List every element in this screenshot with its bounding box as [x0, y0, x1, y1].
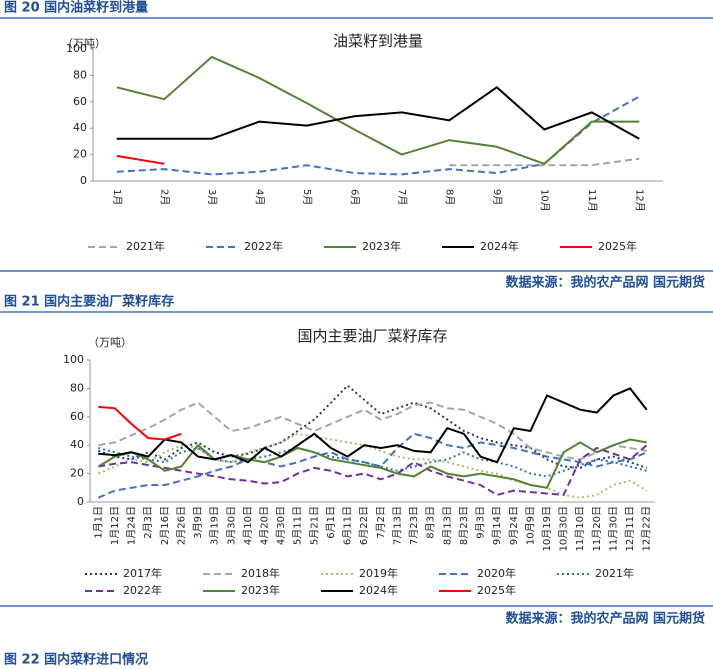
y-tick-label: 20 [73, 148, 87, 161]
figure-caption: 图 22 国内菜籽进口情况 [4, 652, 148, 668]
x-tick-label: 3月9日 [192, 506, 204, 539]
x-tick-label: 7月2日 [375, 506, 387, 539]
x-tick-label: 7月 [396, 189, 408, 205]
y-tick-label: 60 [73, 95, 87, 108]
x-tick-label: 8月3日 [425, 506, 437, 539]
y-tick-label: 20 [70, 467, 84, 480]
x-tick-label: 12月 [633, 189, 645, 212]
y-tick-label: 40 [70, 438, 84, 451]
y-tick-label: 100 [63, 353, 84, 366]
series-line [98, 444, 648, 496]
x-tick-label: 6月22日 [358, 506, 370, 545]
figure-source: 数据来源：我的农产品网 国元期货 [505, 611, 705, 627]
x-tick-label: 6月 [348, 189, 360, 205]
y-tick-label: 40 [73, 121, 87, 134]
x-tick-label: 11月10日 [574, 506, 586, 551]
x-tick-label: 6月1日 [325, 506, 337, 539]
x-tick-label: 11月30日 [607, 506, 619, 551]
x-tick-label: 10月 [538, 189, 550, 212]
x-tick-label: 1月1日 [92, 506, 104, 539]
x-tick-label: 1月 [111, 189, 123, 205]
x-tick-label: 5月11日 [292, 506, 304, 545]
x-tick-label: 6月11日 [342, 506, 354, 545]
y-axis-label: （万吨） [62, 37, 106, 50]
x-tick-label: 10月9日 [524, 506, 536, 545]
legend-label: 2021年 [595, 566, 634, 580]
x-tick-label: 10月30日 [558, 506, 570, 551]
x-tick-label: 5月 [301, 189, 313, 205]
x-tick-label: 3月 [206, 189, 218, 205]
x-tick-label: 2月 [158, 189, 170, 205]
series-line [97, 432, 648, 499]
x-tick-label: 9月24日 [508, 506, 520, 545]
chart-title: 油菜籽到港量 [333, 32, 423, 50]
x-tick-label: 5月21日 [308, 506, 320, 545]
x-tick-label: 8月13日 [441, 506, 453, 545]
series-line [116, 154, 165, 165]
legend-label: 2022年 [123, 583, 162, 597]
figure-caption: 图 21 国内主要油厂菜籽库存 [4, 294, 174, 310]
figure-caption: 图 20 国内油菜籽到港量 [4, 0, 148, 16]
series-line [116, 95, 640, 176]
x-tick-label: 8月 [443, 189, 455, 205]
legend-label: 2023年 [362, 239, 401, 253]
series-line [98, 387, 648, 464]
x-tick-label: 2月3日 [142, 506, 154, 539]
legend-label: 2020年 [477, 566, 516, 580]
series-line [98, 405, 182, 441]
x-tick-label: 9月14日 [491, 506, 503, 545]
y-tick-label: 0 [77, 495, 84, 508]
x-tick-label: 1月12日 [109, 506, 121, 545]
legend-label: 2019年 [359, 566, 398, 580]
legend-label: 2023年 [241, 583, 280, 597]
legend-label: 2021年 [126, 239, 165, 253]
legend-label: 2025年 [598, 239, 637, 253]
x-tick-label: 8月23日 [458, 506, 470, 545]
series-line [116, 55, 640, 165]
legend-label: 2018年 [241, 566, 280, 580]
y-tick-label: 80 [70, 381, 84, 394]
x-tick-label: 12月11日 [624, 506, 636, 551]
legend-label: 2024年 [480, 239, 519, 253]
y-tick-label: 60 [70, 410, 84, 423]
x-tick-label: 12月22日 [641, 506, 653, 551]
series-line [97, 384, 648, 469]
series-line [97, 438, 647, 489]
series-line [116, 86, 640, 140]
chart-title: 国内主要油厂菜籽库存 [297, 327, 447, 345]
y-tick-label: 80 [73, 68, 87, 81]
x-tick-label: 4月 [253, 189, 265, 205]
legend-label: 2022年 [244, 239, 283, 253]
x-tick-label: 7月13日 [391, 506, 403, 545]
x-tick-label: 2月26日 [175, 506, 187, 545]
x-tick-label: 4月30日 [275, 506, 287, 545]
legend-label: 2024年 [359, 583, 398, 597]
x-tick-label: 9月3日 [475, 506, 487, 539]
x-tick-label: 9月 [491, 189, 503, 205]
y-axis-label: （万吨） [88, 336, 132, 349]
x-tick-label: 11月20日 [591, 506, 603, 551]
x-tick-label: 4月20日 [258, 506, 270, 545]
series-line [449, 157, 640, 167]
y-tick-label: 100 [66, 42, 87, 55]
x-tick-label: 4月10日 [242, 506, 254, 545]
figure-source: 数据来源：我的农产品网 国元期货 [505, 275, 705, 291]
x-tick-label: 3月30日 [225, 506, 237, 545]
x-tick-label: 1月24日 [126, 506, 138, 545]
x-tick-label: 3月19日 [209, 506, 221, 545]
x-tick-label: 2月16日 [159, 506, 171, 545]
series-line [98, 401, 647, 461]
legend-label: 2017年 [123, 566, 162, 580]
x-tick-label: 11月 [586, 189, 598, 212]
y-tick-label: 0 [80, 174, 87, 187]
legend-label: 2025年 [477, 583, 516, 597]
x-tick-label: 7月23日 [408, 506, 420, 545]
x-tick-label: 10月19日 [541, 506, 553, 551]
